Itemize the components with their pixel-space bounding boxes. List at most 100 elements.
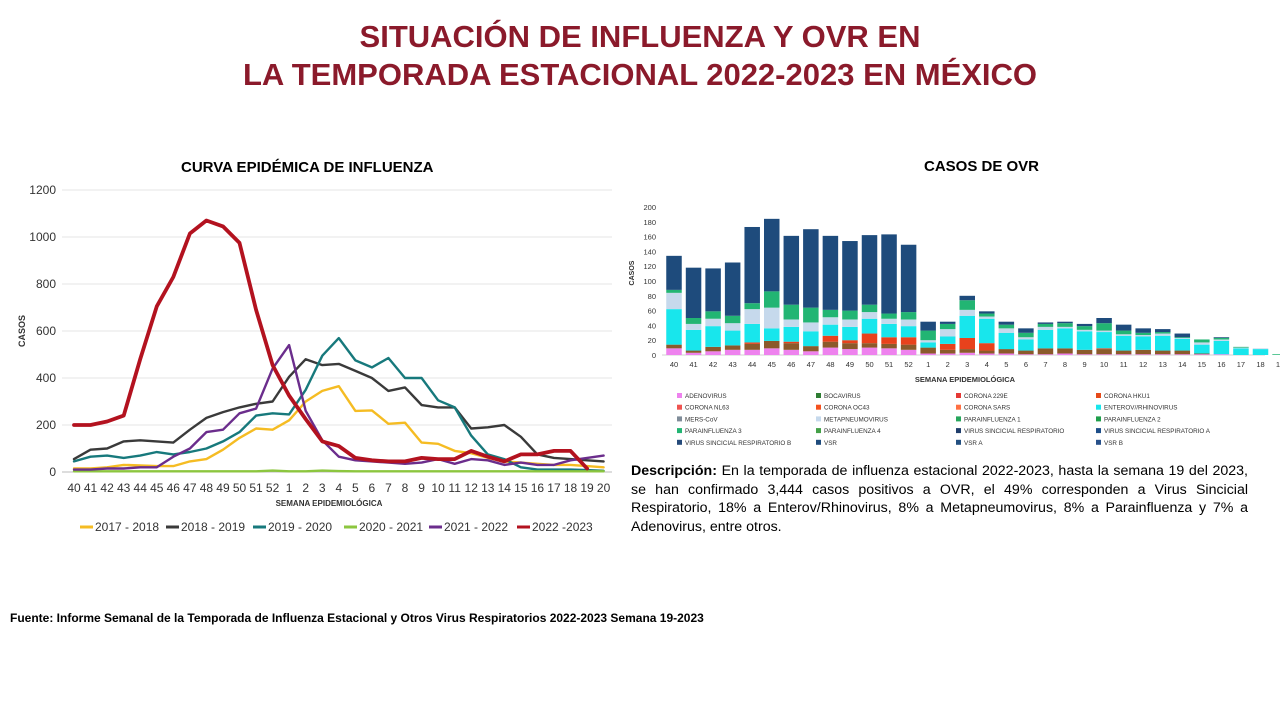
stacked-bar-segment	[1057, 348, 1073, 354]
legend-swatch	[677, 439, 682, 445]
x-tick-label: 49	[216, 481, 230, 495]
stacked-bar-segment	[783, 319, 800, 327]
stacked-bar-segment	[764, 328, 780, 341]
x-tick-label: 7	[385, 481, 392, 495]
stacked-bar-segment	[861, 333, 878, 344]
legend-swatch	[816, 439, 821, 445]
stacked-bar-segment	[783, 341, 800, 344]
x-tick-label: 2	[302, 481, 309, 495]
stacked-bar-segment	[1037, 348, 1054, 355]
stacked-bar-segment	[685, 352, 702, 355]
legend-label: 2019 - 2020	[268, 520, 332, 534]
x-tick-label: 10	[431, 481, 445, 495]
x-tick-label: 42	[100, 481, 114, 495]
legend-label: BOCAVIRUS	[824, 393, 861, 400]
stacked-bar-segment	[705, 351, 721, 355]
x-tick-label: 52	[266, 481, 280, 495]
stacked-bar-segment	[783, 326, 800, 342]
stacked-bar-segment	[1194, 344, 1210, 354]
stacked-bar-segment	[822, 309, 839, 318]
stacked-bar-segment	[920, 330, 936, 341]
stacked-bar-segment	[861, 347, 878, 355]
stacked-bar-segment	[959, 352, 975, 355]
stacked-bar-segment	[1057, 328, 1073, 349]
legend-label: PARAINFLUENZA 3	[685, 428, 742, 435]
stacked-bar-segment	[959, 309, 975, 316]
y-tick-label: 20	[648, 336, 656, 345]
stacked-bar-segment	[803, 331, 819, 347]
x-tick-label: 19	[580, 481, 594, 495]
x-tick-label: 2	[946, 360, 950, 369]
stacked-bar-segment	[1115, 350, 1132, 355]
stacked-bar-segment	[861, 343, 878, 348]
x-tick-label: 40	[67, 481, 81, 495]
stacked-bar-segment	[1076, 326, 1093, 330]
stacked-bar-segment	[764, 291, 780, 308]
stacked-bar-segment	[939, 329, 956, 337]
stacked-bar-segment	[842, 349, 858, 355]
stacked-bar-segment	[1155, 332, 1171, 334]
stacked-bar-segment	[1057, 321, 1073, 324]
stacked-bar-segment	[1155, 354, 1171, 355]
stacked-bar-segment	[1076, 331, 1093, 350]
stacked-bar-segment	[744, 343, 760, 350]
stacked-bar-segment	[1194, 354, 1210, 355]
legend-swatch	[956, 428, 961, 434]
stacked-bar-segment	[861, 318, 878, 334]
legend-swatch	[816, 428, 821, 434]
stacked-bar-segment	[1272, 354, 1280, 355]
stacked-bar-segment	[666, 255, 682, 290]
y-axis-title: CASOS	[629, 260, 636, 285]
stacked-bar-segment	[1115, 324, 1132, 331]
stacked-bar-segment	[1057, 323, 1073, 327]
stacked-bar-segment	[881, 234, 897, 314]
stacked-bar-segment	[959, 315, 975, 338]
x-tick-label: 4	[335, 481, 342, 495]
stacked-bar-segment	[1018, 337, 1034, 340]
y-tick-label: 400	[36, 371, 56, 385]
x-tick-label: 14	[498, 481, 512, 495]
stacked-bar-segment	[1213, 340, 1230, 355]
stacked-bar-segment	[861, 312, 878, 319]
stacked-bar-segment	[1076, 349, 1093, 355]
stacked-bar-segment	[724, 345, 741, 350]
stacked-bar-segment	[666, 344, 682, 349]
description-body: En la temporada de influenza estacional …	[631, 463, 1248, 535]
stacked-bar-segment	[1135, 349, 1151, 355]
legend-swatch	[956, 404, 961, 410]
stacked-bar-segment	[959, 337, 975, 350]
title-line-2: LA TEMPORADA ESTACIONAL 2022-2023 EN MÉX…	[242, 57, 1038, 92]
legend-swatch	[1096, 439, 1101, 445]
stacked-bar-segment	[783, 349, 800, 355]
stacked-bar-segment	[1057, 353, 1073, 355]
x-tick-label: 19	[1276, 360, 1280, 369]
y-tick-label: 0	[49, 465, 56, 479]
stacked-bar-segment	[724, 323, 741, 331]
stacked-bar-segment	[1096, 332, 1112, 349]
stacked-bar-segment	[939, 321, 956, 324]
influenza-chart-title: CURVA EPIDÉMICA DE INFLUENZA	[181, 159, 434, 176]
stacked-bar-segment	[744, 323, 760, 343]
stacked-bar-segment	[1037, 326, 1054, 330]
legend-label: 2020 - 2021	[359, 520, 423, 534]
x-tick-label: 51	[249, 481, 263, 495]
x-tick-label: 17	[1237, 360, 1245, 369]
stacked-bar-segment	[685, 267, 702, 318]
stacked-bar-segment	[1076, 329, 1093, 332]
x-tick-label: 13	[481, 481, 495, 495]
x-tick-label: 42	[709, 360, 717, 369]
stacked-bar-segment	[705, 318, 721, 327]
stacked-bar-segment	[783, 343, 800, 350]
stacked-bar-segment	[1096, 330, 1112, 333]
x-tick-label: 8	[402, 481, 409, 495]
stacked-bar-segment	[900, 312, 917, 320]
stacked-bar-segment	[920, 342, 936, 348]
stacked-bar-segment	[666, 289, 682, 293]
stacked-bar-segment	[842, 319, 858, 327]
stacked-bar-segment	[724, 349, 741, 355]
y-axis-title: CASOS	[17, 315, 27, 347]
stacked-bar-segment	[1076, 323, 1093, 327]
stacked-bar-segment	[1174, 337, 1191, 339]
y-tick-label: 1000	[29, 230, 56, 244]
y-tick-label: 200	[36, 418, 56, 432]
